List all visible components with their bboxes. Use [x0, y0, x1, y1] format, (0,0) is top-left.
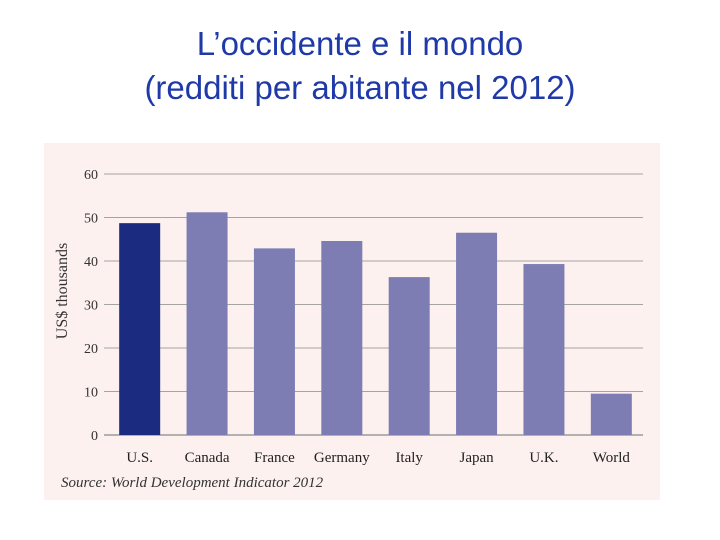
x-category-label: World — [593, 450, 631, 466]
y-tick-label: 0 — [91, 429, 98, 444]
source-note: Source: World Development Indicator 2012 — [61, 475, 324, 491]
bar-germany — [321, 240, 363, 435]
bar-world — [590, 393, 632, 435]
x-category-label: Germany — [314, 450, 370, 466]
y-tick-label: 50 — [84, 212, 98, 227]
x-axis-categories: U.S. Canada France Germany Italy Japan U.K. Wor… — [126, 450, 630, 466]
bar-japan — [456, 232, 498, 435]
x-category-label: Japan — [459, 450, 494, 466]
bars — [119, 212, 632, 435]
y-tick-label: 60 — [84, 168, 98, 183]
bar-france — [253, 248, 295, 435]
y-tick-label: 10 — [84, 386, 98, 401]
bar-uk — [523, 264, 565, 435]
title-line-1: L’occidente e il mondo — [196, 25, 524, 62]
bar-chart: 0 10 20 30 40 50 60 U.S. Canada France Germany Ita… — [54, 168, 643, 491]
y-axis-ticks: 0 10 20 30 40 50 60 — [84, 168, 98, 444]
chart-panel: 0 10 20 30 40 50 60 U.S. Canada France Germany Ita… — [44, 143, 660, 500]
bar-us — [119, 223, 161, 435]
bar-italy — [388, 277, 430, 435]
x-category-label: Italy — [395, 450, 423, 466]
x-category-label: France — [254, 450, 295, 466]
x-category-label: U.S. — [126, 450, 153, 466]
y-axis-title: US$ thousands — [54, 243, 71, 339]
y-tick-label: 40 — [84, 255, 98, 270]
x-category-label: Canada — [185, 450, 230, 466]
y-tick-label: 30 — [84, 299, 98, 314]
y-tick-label: 20 — [84, 342, 98, 357]
slide-title: L’occidente e il mondo (redditi per abit… — [0, 22, 720, 110]
bar-canada — [186, 212, 228, 435]
x-category-label: U.K. — [529, 450, 558, 466]
title-line-2: (redditi per abitante nel 2012) — [144, 69, 576, 106]
